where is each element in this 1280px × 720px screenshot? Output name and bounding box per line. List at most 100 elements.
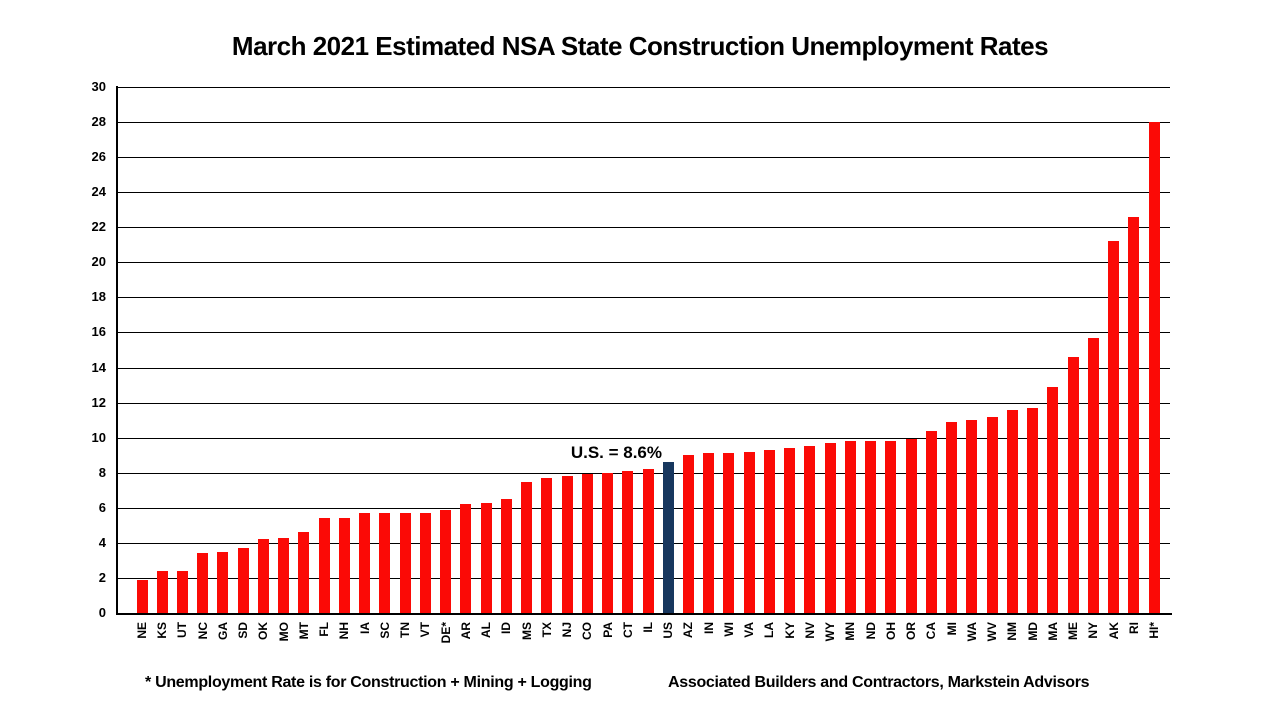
y-axis-tick-label: 12	[91, 394, 106, 410]
x-axis-tick-label: CA	[924, 622, 939, 640]
bar-ca	[925, 430, 937, 613]
bar-ga	[217, 551, 229, 613]
bar-va	[743, 451, 755, 613]
bar-md	[1027, 407, 1039, 613]
x-axis-tick-label: VA	[742, 622, 757, 638]
y-axis-tick-label: 22	[91, 219, 106, 235]
x-axis-tick-label: IN	[701, 622, 716, 634]
bar-ms	[521, 481, 533, 613]
bar-fl	[318, 518, 330, 613]
bar-ky	[784, 448, 796, 613]
bar-ak	[1108, 241, 1120, 613]
x-axis-tick-label: MT	[296, 622, 311, 640]
x-axis-tick-label: UT	[175, 622, 190, 638]
bar-ks	[156, 570, 168, 613]
bar-de	[440, 509, 452, 613]
y-axis-tick-label: 24	[91, 184, 106, 200]
x-axis-tick-label: AZ	[681, 622, 696, 638]
x-axis-tick-label: MS	[519, 622, 534, 640]
bar-wa	[966, 420, 978, 613]
x-axis-tick-label: NM	[1005, 622, 1020, 641]
y-axis-tick-label: 2	[98, 569, 106, 585]
y-axis-tick-label: 0	[98, 605, 106, 620]
x-axis-tick-label: MO	[276, 622, 291, 642]
bar-ne	[136, 579, 148, 613]
gridline	[118, 157, 1170, 159]
x-axis-tick-label: AK	[1106, 622, 1121, 640]
gridline	[118, 262, 1170, 264]
x-axis-tick-label: MA	[1045, 622, 1060, 641]
x-axis-tick-label: NE	[135, 622, 149, 639]
x-axis-tick-label: AR	[458, 622, 473, 640]
bar-in	[703, 453, 715, 613]
y-axis-tick-label: 16	[91, 324, 106, 340]
bar-us	[662, 462, 674, 613]
gridline	[118, 367, 1170, 369]
bar-vt	[419, 513, 431, 613]
chart-title: March 2021 Estimated NSA State Construct…	[231, 31, 1049, 61]
bar-nc	[197, 553, 209, 613]
x-axis-tick-label: CT	[620, 622, 635, 638]
x-axis-tick-label: WV	[985, 622, 1000, 642]
bar-me	[1067, 357, 1079, 613]
x-axis-tick-label: RI	[1126, 622, 1141, 634]
bar-sd	[237, 548, 249, 613]
bar-ar	[460, 504, 472, 613]
x-axis-tick-label: GA	[215, 622, 230, 640]
x-axis-tick-label: KY	[782, 622, 797, 639]
bar-ok	[257, 539, 269, 613]
gridline	[118, 122, 1170, 124]
x-axis-tick-label: PA	[600, 622, 615, 638]
x-axis-tick-label: HI*	[1147, 622, 1161, 639]
x-axis-tick-label: WA	[964, 622, 979, 642]
gridline	[118, 227, 1170, 229]
bar-nv	[804, 446, 816, 613]
gridline	[118, 87, 1170, 88]
bar-wv	[986, 416, 998, 613]
x-axis-tick-label: US	[661, 622, 676, 639]
x-axis-tick-label: NJ	[560, 622, 575, 638]
x-axis-tick-label: DE*	[438, 622, 453, 644]
bar-nm	[1006, 409, 1018, 613]
x-axis-tick-label: ME	[1066, 622, 1081, 640]
x-axis-tick-label: MN	[843, 622, 858, 641]
bar-nd	[865, 441, 877, 613]
footnote-source: Associated Builders and Contractors, Mar…	[668, 674, 1090, 691]
y-axis-tick-label: 18	[91, 289, 106, 305]
x-axis-tick-label: MD	[1025, 622, 1040, 641]
bar-mt	[298, 532, 310, 613]
gridline	[118, 192, 1170, 194]
bar-la	[763, 449, 775, 613]
y-axis-tick-label: 4	[98, 534, 106, 550]
x-axis-tick-label: IA	[357, 622, 372, 634]
x-axis-tick-label: KS	[155, 622, 170, 639]
x-axis-tick-label: NV	[802, 622, 817, 639]
x-axis-tick-label: NH	[337, 622, 352, 640]
bar-wi	[723, 453, 735, 613]
bar-nh	[338, 518, 350, 613]
x-axis-tick-label: SD	[236, 622, 251, 639]
y-axis-tick-label: 30	[91, 79, 106, 94]
x-axis-tick-label: OK	[256, 622, 271, 640]
gridline	[118, 437, 1170, 439]
x-axis-tick-label: IL	[641, 622, 655, 633]
bar-mn	[844, 441, 856, 613]
x-axis-tick-label: WI	[721, 622, 736, 637]
bar-ma	[1047, 386, 1059, 613]
bar-ia	[359, 513, 371, 613]
x-axis-tick-label: OR	[904, 622, 919, 640]
bar-sc	[379, 513, 391, 613]
bar-nj	[561, 476, 573, 613]
bar-tn	[399, 513, 411, 613]
gridline	[118, 402, 1170, 404]
footnote-asterisk: * Unemployment Rate is for Construction …	[145, 674, 592, 691]
bar-ri	[1128, 216, 1140, 613]
x-axis-tick-label: ID	[499, 622, 514, 634]
bar-tx	[541, 477, 553, 613]
us-rate-annotation: U.S. = 8.6%	[570, 443, 662, 462]
y-axis-tick-label: 6	[98, 499, 106, 515]
bar-mi	[946, 421, 958, 613]
x-axis-tick-label: CO	[580, 622, 595, 640]
x-axis-tick-label: MI	[944, 622, 959, 636]
x-axis-tick-label: VT	[418, 622, 433, 638]
